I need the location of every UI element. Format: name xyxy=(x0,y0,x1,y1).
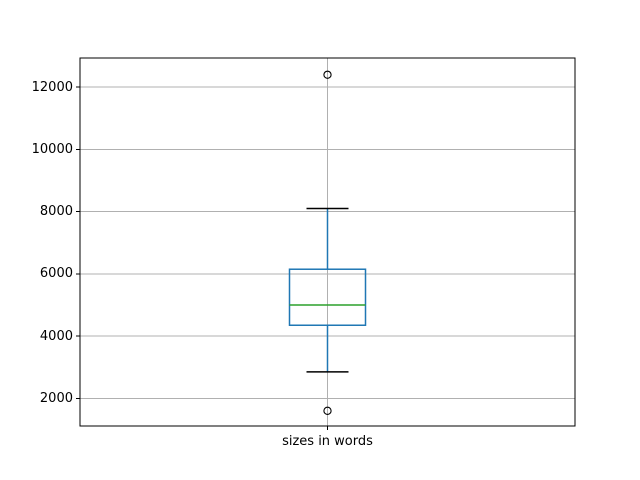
flier-marker xyxy=(323,70,332,79)
flier-marker xyxy=(323,406,332,415)
y-tick-label: 8000 xyxy=(39,204,73,220)
y-tick-label: 6000 xyxy=(39,266,73,282)
y-tick-label: 2000 xyxy=(39,390,73,406)
iqr-box xyxy=(288,268,367,326)
y-tick-label: 4000 xyxy=(39,328,73,344)
y-tick-label: 10000 xyxy=(31,141,73,157)
x-tick-label: sizes in words xyxy=(282,434,373,449)
axes-frame xyxy=(79,57,576,427)
y-tick-label: 12000 xyxy=(31,79,73,95)
